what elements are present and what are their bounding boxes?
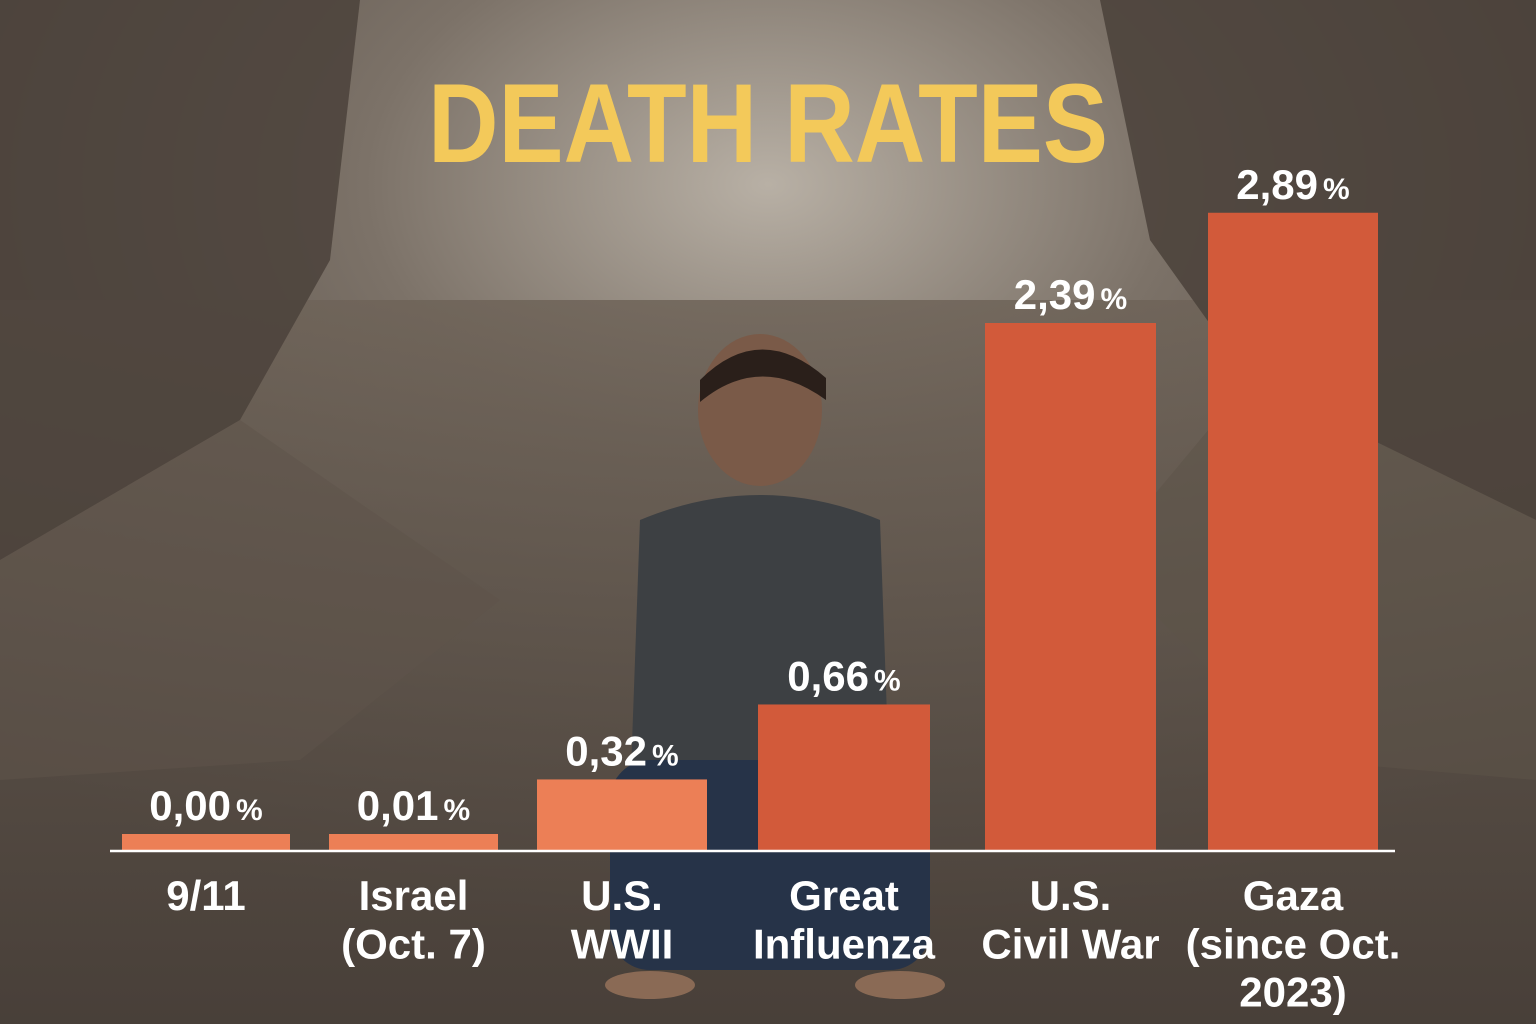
bar-3 — [537, 779, 707, 850]
value-labels: 0,00% 0,01 % 0,32 % 0,66 % 2,39 % 2,89% — [149, 161, 1349, 829]
category-label-2: Israel (Oct. 7) — [341, 872, 486, 967]
bars-layer — [122, 212, 1378, 850]
category-labels: 9/11 Israel (Oct. 7) U.S. WWII Great Influenza… — [166, 872, 1400, 1016]
bar-1 — [122, 834, 290, 850]
value-label-3: 0,32% — [565, 727, 678, 774]
bar-2 — [329, 834, 498, 850]
value-label-2: 0,01% — [357, 782, 470, 829]
category-label-3: U.S. WWII — [571, 872, 674, 967]
bar-4 — [758, 704, 930, 850]
value-label-6: 2,89% — [1236, 161, 1349, 208]
chart-title: DEATH RATES — [428, 61, 1108, 186]
value-label-4: 0,66% — [787, 652, 900, 699]
value-label-1: 0,00% — [149, 782, 262, 829]
category-label-6: Gaza (since Oct. 2023) — [1186, 872, 1401, 1016]
category-label-5: U.S. Civil War — [981, 872, 1159, 967]
bar-5 — [985, 323, 1156, 850]
bar-6 — [1208, 212, 1378, 850]
value-label-5: 2,39% — [1014, 271, 1127, 318]
category-label-4: Great Influenza — [753, 872, 936, 967]
category-label-1: 9/11 — [166, 872, 245, 919]
